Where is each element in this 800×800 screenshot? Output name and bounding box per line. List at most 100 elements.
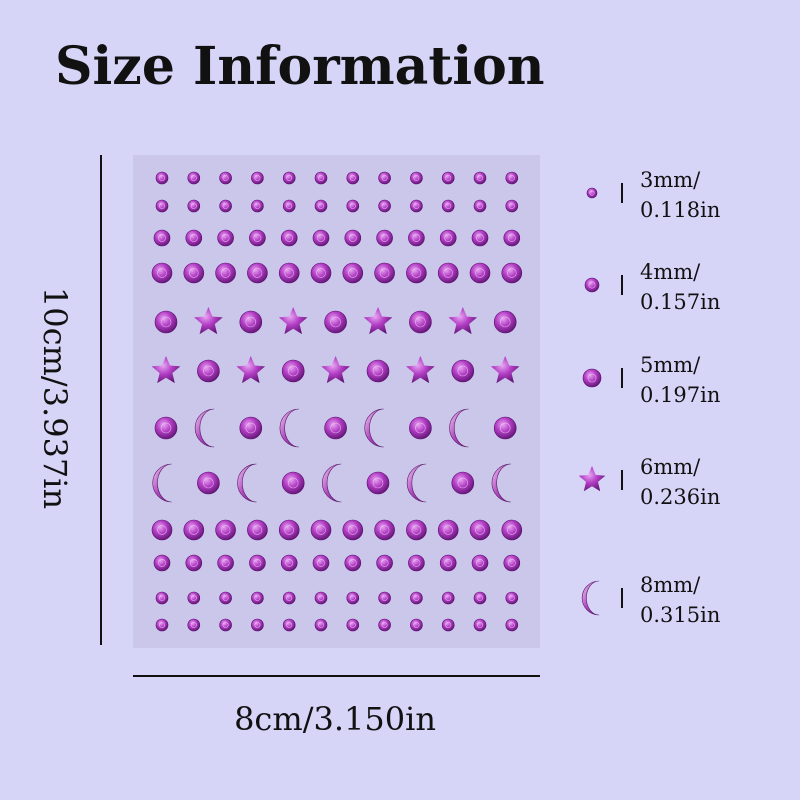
gem-facet	[506, 525, 517, 535]
round-gem	[366, 359, 390, 383]
round-gem	[471, 554, 489, 572]
gem-facet	[457, 365, 469, 377]
gem-facet	[189, 234, 198, 242]
gem-facet	[317, 594, 325, 602]
round-gem	[378, 171, 391, 185]
round-gem	[314, 591, 328, 605]
gem-facet	[372, 365, 384, 377]
round-gem	[215, 262, 236, 284]
round-gem	[310, 262, 332, 284]
gem-facet	[253, 234, 262, 242]
gem-facet	[445, 621, 452, 629]
round-gem	[314, 199, 328, 213]
gem-facet	[286, 202, 293, 210]
round-gem	[155, 618, 169, 632]
gem-facet	[476, 174, 484, 182]
moon-gem	[491, 463, 511, 503]
round-gem	[185, 554, 203, 572]
moon-gem	[581, 580, 600, 616]
round-gem	[247, 262, 268, 284]
gem-facet	[347, 268, 358, 278]
gem-facet	[412, 559, 421, 567]
gem-facet	[588, 281, 596, 289]
gem-facet	[476, 202, 484, 210]
gem-facet	[222, 621, 229, 629]
gem-facet	[445, 594, 452, 602]
gem-facet	[508, 202, 515, 210]
gem-facet	[381, 202, 388, 210]
round-gem	[451, 471, 475, 495]
gem-facet	[158, 174, 166, 182]
round-gem	[408, 554, 425, 572]
gem-facet	[286, 174, 293, 182]
round-gem	[197, 359, 220, 383]
round-gem	[324, 416, 347, 440]
gem-facet	[349, 202, 356, 210]
gem-facet	[286, 621, 293, 629]
gem-facet	[349, 594, 356, 602]
gem-facet	[253, 559, 262, 567]
star-gem	[448, 307, 478, 335]
gem-facet	[285, 234, 294, 242]
round-gem	[217, 229, 234, 247]
round-gem	[312, 554, 330, 572]
gem-facet	[444, 234, 453, 242]
gem-facet	[499, 422, 511, 434]
legend-metric: 3mm/	[640, 168, 701, 192]
round-gem	[197, 471, 220, 495]
legend-imperial: 0.236in	[640, 485, 720, 509]
round-gem	[437, 519, 459, 541]
round-gem	[281, 471, 305, 495]
round-gem	[251, 199, 264, 213]
gem-facet	[412, 234, 421, 242]
gem-facet	[317, 174, 325, 182]
gem-facet	[190, 174, 197, 182]
round-gem	[282, 199, 296, 213]
moon-gem	[449, 408, 469, 448]
gem-facet	[188, 525, 199, 535]
legend-metric: 6mm/	[640, 455, 701, 479]
round-gem	[439, 554, 457, 572]
gem-facet	[203, 477, 214, 489]
round-gem	[251, 591, 264, 605]
moon-gem	[279, 408, 299, 448]
round-gem	[219, 171, 232, 185]
round-gem	[409, 310, 432, 334]
round-gem	[217, 554, 234, 572]
round-gem	[151, 262, 173, 284]
moon-gem	[152, 463, 172, 503]
round-gem	[346, 591, 360, 605]
round-gem	[584, 277, 600, 293]
gem-facet	[411, 268, 422, 278]
gem-facet	[444, 559, 453, 567]
round-gem	[505, 618, 519, 632]
gem-facet	[284, 268, 295, 278]
gem-facet	[254, 594, 261, 602]
round-gem	[342, 519, 364, 541]
gem-facet	[245, 422, 257, 434]
legend-imperial: 0.315in	[640, 603, 720, 627]
gem-facet	[220, 525, 231, 535]
round-gem	[280, 554, 298, 572]
round-gem	[251, 618, 264, 632]
round-gem	[582, 368, 602, 388]
gem-facet	[445, 202, 452, 210]
legend-imperial: 0.197in	[640, 383, 720, 407]
gem-facet	[190, 621, 197, 629]
legend-metric: 8mm/	[640, 573, 701, 597]
star-gem	[578, 466, 606, 492]
gem-facet	[252, 268, 263, 278]
star-gem	[363, 307, 393, 335]
legend-imperial: 0.157in	[640, 290, 720, 314]
round-gem	[503, 229, 521, 247]
round-gem	[505, 199, 519, 213]
round-gem	[151, 519, 173, 541]
round-gem	[155, 199, 169, 213]
round-gem	[187, 591, 201, 605]
gem-facet	[158, 594, 166, 602]
round-gem	[219, 199, 232, 213]
gem-facet	[349, 621, 356, 629]
round-gem	[344, 229, 362, 247]
round-gem	[239, 416, 263, 440]
